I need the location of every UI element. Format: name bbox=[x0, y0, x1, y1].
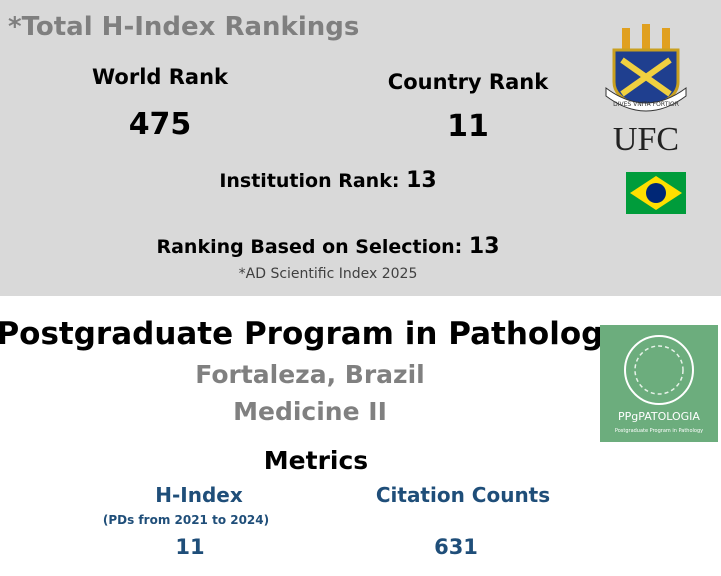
ppg-subtitle: Postgraduate Program in Pathology bbox=[615, 428, 703, 434]
h-index-value: 11 bbox=[175, 535, 205, 559]
country-rank-label: Country Rank bbox=[387, 70, 549, 94]
institution-rank-value: 13 bbox=[406, 168, 437, 193]
world-rank-value: 475 bbox=[128, 107, 192, 142]
world-rank-label: World Rank bbox=[92, 65, 228, 89]
ufc-motto: DIVES VNITA FORTIOR bbox=[613, 101, 679, 108]
h-index-note: (PDs from 2021 to 2024) bbox=[102, 513, 270, 527]
rankings-panel bbox=[0, 0, 721, 296]
citations-value: 631 bbox=[434, 535, 478, 559]
h-index-label: H-Index bbox=[155, 483, 243, 507]
metrics-title: Metrics bbox=[263, 446, 369, 475]
program-location: Fortaleza, Brazil bbox=[195, 360, 425, 389]
selection-rank-label: Ranking Based on Selection: bbox=[156, 236, 463, 258]
ufc-logo: DIVES VNITA FORTIOR UFC bbox=[605, 24, 687, 155]
ppg-logo: PPgPATOLOGIA Postgraduate Program in Pat… bbox=[600, 325, 718, 442]
country-rank-value: 11 bbox=[447, 109, 489, 144]
selection-rank-value: 13 bbox=[468, 234, 500, 259]
ufc-name: UFC bbox=[613, 121, 679, 155]
selection-rank: Ranking Based on Selection: 13 bbox=[156, 234, 499, 259]
ppg-name: PPgPATOLOGIA bbox=[618, 410, 700, 423]
brazil-flag bbox=[626, 172, 686, 214]
source-note: *AD Scientific Index 2025 bbox=[238, 266, 418, 282]
rankings-title: *Total H-Index Rankings bbox=[8, 12, 360, 42]
institution-rank: Institution Rank: 13 bbox=[219, 168, 436, 193]
program-area: Medicine II bbox=[233, 397, 387, 426]
program-title: Postgraduate Program in Pathology bbox=[0, 316, 624, 352]
institution-rank-label: Institution Rank: bbox=[219, 170, 400, 192]
citations-label: Citation Counts bbox=[375, 483, 551, 507]
